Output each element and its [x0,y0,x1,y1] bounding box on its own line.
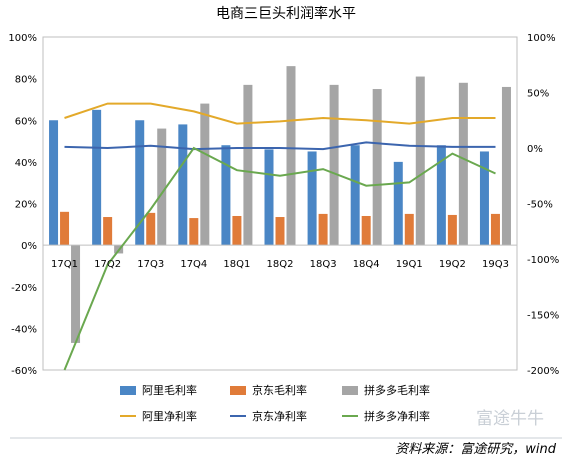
bar-2-17Q4 [189,218,199,246]
category-label: 19Q2 [439,259,466,270]
category-label: 17Q3 [137,259,164,270]
legend-swatch-bar [120,386,136,395]
category-label: 18Q1 [223,259,250,270]
chart-title: 电商三巨头利润率水平 [216,5,356,22]
right-tick-label: 0% [527,144,543,155]
left-tick-label: 100% [8,33,37,44]
bar-2-18Q1 [232,215,242,246]
legend-label: 阿里毛利率 [142,383,197,397]
bar-3-18Q4 [372,89,382,246]
bar-1-17Q4 [178,124,188,246]
bar-2-18Q4 [361,215,371,246]
bar-2-19Q2 [447,214,457,246]
bar-3-17Q4 [200,103,210,246]
bar-1-19Q1 [393,161,403,246]
legend-label: 拼多多净利率 [364,409,430,423]
left-tick-label: 20% [15,200,37,211]
category-label: 18Q3 [310,259,337,270]
legend-label: 京东净利率 [252,409,307,423]
left-tick-label: 40% [15,158,37,169]
bar-1-18Q1 [221,145,231,246]
bar-2-19Q1 [404,213,414,246]
bar-1-17Q1 [49,120,59,246]
legend-label: 拼多多毛利率 [364,383,430,397]
bar-series-group [49,66,511,343]
bar-1-19Q2 [436,145,446,246]
bar-1-18Q2 [264,149,274,246]
bar-3-19Q3 [501,86,511,246]
left-axis-ticks: -60% -40% -20% 0% 20% 40% 60% 80% 100% [8,33,37,377]
bar-3-18Q3 [329,84,339,246]
bar-2-18Q3 [318,213,328,246]
line-series-1 [64,102,496,125]
right-tick-label: 50% [527,89,549,100]
bar-1-17Q3 [135,120,145,246]
bar-3-18Q1 [243,84,253,246]
bar-3-18Q2 [286,66,296,246]
plot-frame [42,36,518,371]
left-tick-label: -60% [11,366,37,377]
left-tick-label: 60% [15,116,37,127]
right-tick-label: 100% [527,33,556,44]
left-tick-label: 80% [15,75,37,86]
category-label: 19Q1 [396,259,423,270]
right-tick-label: -200% [527,366,559,377]
category-label: 17Q2 [94,259,121,270]
bar-3-19Q2 [458,82,468,246]
legend-label: 阿里净利率 [142,409,197,423]
line-series-group [63,102,496,371]
category-labels: 17Q1 17Q2 17Q3 17Q4 18Q1 18Q2 18Q3 18Q4 19Q1 19Q2… [51,259,509,270]
legend-swatch-bar [342,386,358,395]
left-tick-label: 0% [21,241,37,252]
bar-2-17Q2 [103,217,113,246]
bar-1-18Q4 [350,145,360,246]
legend-swatch-bar [230,386,246,395]
line-series-2 [64,141,496,151]
watermark-text: 富途牛牛 [476,409,544,429]
bar-2-19Q3 [490,213,500,246]
left-tick-label: -20% [11,283,37,294]
bar-2-17Q3 [146,212,156,246]
source-note: 资料来源：富途研究，wind [395,441,556,457]
bar-1-19Q3 [479,151,489,246]
left-tick-label: -40% [11,324,37,335]
bar-1-17Q2 [92,109,102,246]
category-label: 18Q4 [353,259,380,270]
category-label: 18Q2 [267,259,294,270]
category-label: 19Q3 [482,259,509,270]
bar-1-18Q3 [307,151,317,246]
bar-3-19Q1 [415,76,425,246]
right-axis-ticks: -200% -150% -100% -50% 0% 50% 100% [527,33,559,377]
legend-label: 京东毛利率 [252,383,307,397]
bar-2-18Q2 [275,217,285,246]
bar-3-17Q3 [157,128,167,246]
bar-3-17Q1 [71,245,81,343]
right-tick-label: -150% [527,311,559,322]
bar-2-17Q1 [60,211,70,246]
right-tick-label: -100% [527,255,559,266]
category-label: 17Q1 [51,259,78,270]
line-series-3 [63,146,496,371]
category-label: 17Q4 [180,259,207,270]
right-tick-label: -50% [527,200,553,211]
